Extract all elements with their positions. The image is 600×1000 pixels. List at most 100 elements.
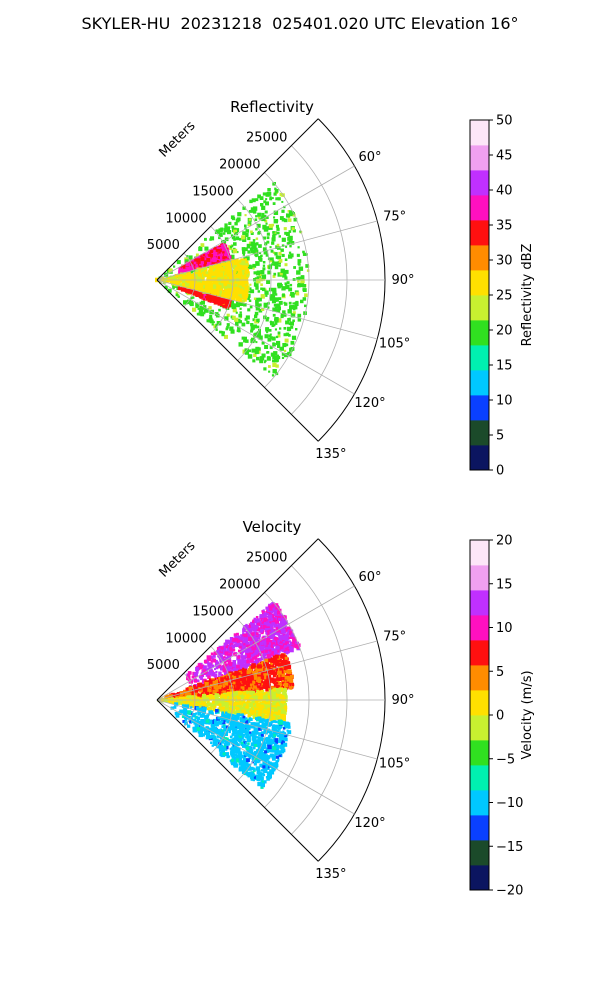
echo-gate [277,639,280,643]
echo-gate [211,664,215,668]
echo-gate [282,343,287,348]
colorbar-tick-label: 45 [496,149,513,164]
echo-gate [218,236,221,240]
echo-gate [218,655,223,660]
echo-gate [220,646,224,650]
echo-gate [235,268,239,271]
echo-gate [276,632,281,636]
echo-gate [222,682,226,687]
echo-gate [246,243,251,248]
echo-gate [261,212,265,216]
echo-gate [266,240,270,244]
echo-gate [230,300,234,305]
echo-gate [260,283,263,286]
echo-gate [198,246,202,250]
echo-gate [242,265,247,270]
echo-gate [186,262,191,267]
echo-gate [199,306,204,311]
echo-gate [273,632,277,636]
echo-gate [228,644,233,648]
echo-gate [268,611,273,615]
echo-gate [293,266,296,269]
echo-gate [279,620,284,625]
echo-gate [186,272,189,275]
echo-gate [237,655,241,659]
echo-gate [236,664,240,669]
echo-gate [245,649,249,654]
echo-gate [289,630,292,634]
echo-gate [276,355,281,360]
echo-gate [238,649,241,653]
echo-gate [223,281,228,286]
echo-gate [190,285,194,290]
echo-gate [278,613,282,617]
echo-gate [260,645,265,651]
echo-gate [271,604,275,608]
echo-gate [248,299,252,302]
echo-gate [228,281,233,286]
echo-gate [255,346,260,351]
echo-gate [195,263,198,267]
echo-gate [273,303,277,307]
echo-gate [291,294,294,298]
echo-gate [267,631,271,635]
echo-gate [279,634,284,639]
echo-gate [224,269,229,274]
echo-gate [224,273,227,276]
echo-gate [231,271,236,276]
echo-gate [243,664,248,669]
echo-gate [195,305,199,309]
echo-gate [191,675,195,679]
echo-gate [296,253,300,257]
echo-gate [233,261,238,266]
colorbar-tick-label: 0 [496,464,504,479]
echo-gate [243,274,246,277]
echo-gate [220,668,223,671]
echo-gate [235,311,238,314]
echo-gate [244,317,248,321]
echo-gate [215,263,220,268]
echo-gate [208,294,212,299]
echo-gate [259,251,262,254]
echo-gate [229,666,232,669]
echo-gate [255,618,258,622]
echo-gate [197,282,202,287]
echo-gate [277,197,281,201]
echo-gate [219,266,224,271]
echo-gate [273,351,278,356]
echo-gate [271,241,275,245]
echo-gate [292,311,296,315]
echo-gate [235,297,239,301]
echo-gate [226,272,230,276]
echo-gate [251,244,256,249]
echo-gate [218,647,223,652]
echo-gate [188,275,193,280]
echo-gate [236,287,241,292]
echo-gate [239,663,244,668]
echo-gate [199,301,203,305]
echo-gate [260,648,263,651]
echo-gate [245,256,250,261]
echo-gate [242,634,245,637]
echo-gate [297,282,302,287]
echo-gate [289,210,293,214]
echo-gate [290,340,295,345]
echo-gate [288,230,292,233]
echo-gate [272,342,276,347]
echo-gate [275,219,279,223]
echo-gate [248,644,252,647]
echo-gate [272,621,277,626]
echo-gate [285,232,290,236]
echo-gate [229,646,232,650]
echo-gate [255,271,260,276]
echo-gate [182,279,186,283]
echo-gate [263,361,266,364]
echo-gate [240,258,245,263]
echo-gate [244,350,250,355]
echo-gate [275,364,279,368]
echo-gate [265,192,270,197]
echo-gate [245,655,249,659]
echo-gate [276,643,281,648]
echo-gate [262,653,265,656]
echo-gate [265,327,269,331]
